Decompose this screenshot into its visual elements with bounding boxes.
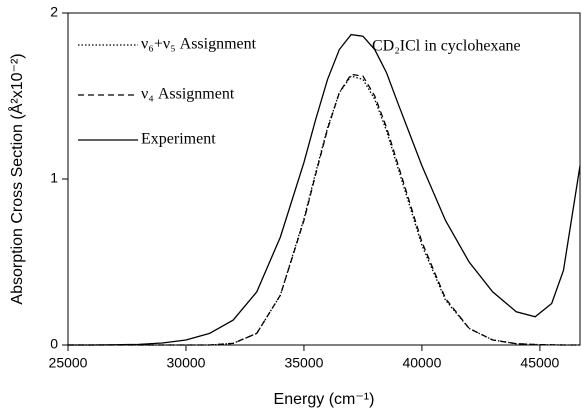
x-tick-label: 30000 xyxy=(167,355,206,371)
legend-label: ν₄ Assignment xyxy=(141,86,235,103)
x-tick-label: 40000 xyxy=(402,355,441,371)
y-tick-label: 2 xyxy=(50,4,58,20)
x-tick-label: 45000 xyxy=(520,355,559,371)
legend-label: Experiment xyxy=(141,131,216,148)
data-line xyxy=(68,73,580,346)
x-tick-label: 35000 xyxy=(284,355,323,371)
x-tick-label: 25000 xyxy=(49,355,88,371)
chart-title: CD₂ICl in cyclohexane xyxy=(372,38,521,55)
legend-label: ν₆+ν₅ Assignment xyxy=(141,36,257,53)
data-line xyxy=(68,33,581,346)
y-tick-label: 0 xyxy=(50,336,58,352)
plot-frame xyxy=(67,12,581,346)
data-line xyxy=(68,75,580,346)
y-tick-label: 1 xyxy=(50,170,58,186)
y-axis-label: Absorption Cross Section (Å²x10⁻²) xyxy=(7,53,26,304)
x-axis-label: Energy (cm⁻¹) xyxy=(274,391,375,408)
